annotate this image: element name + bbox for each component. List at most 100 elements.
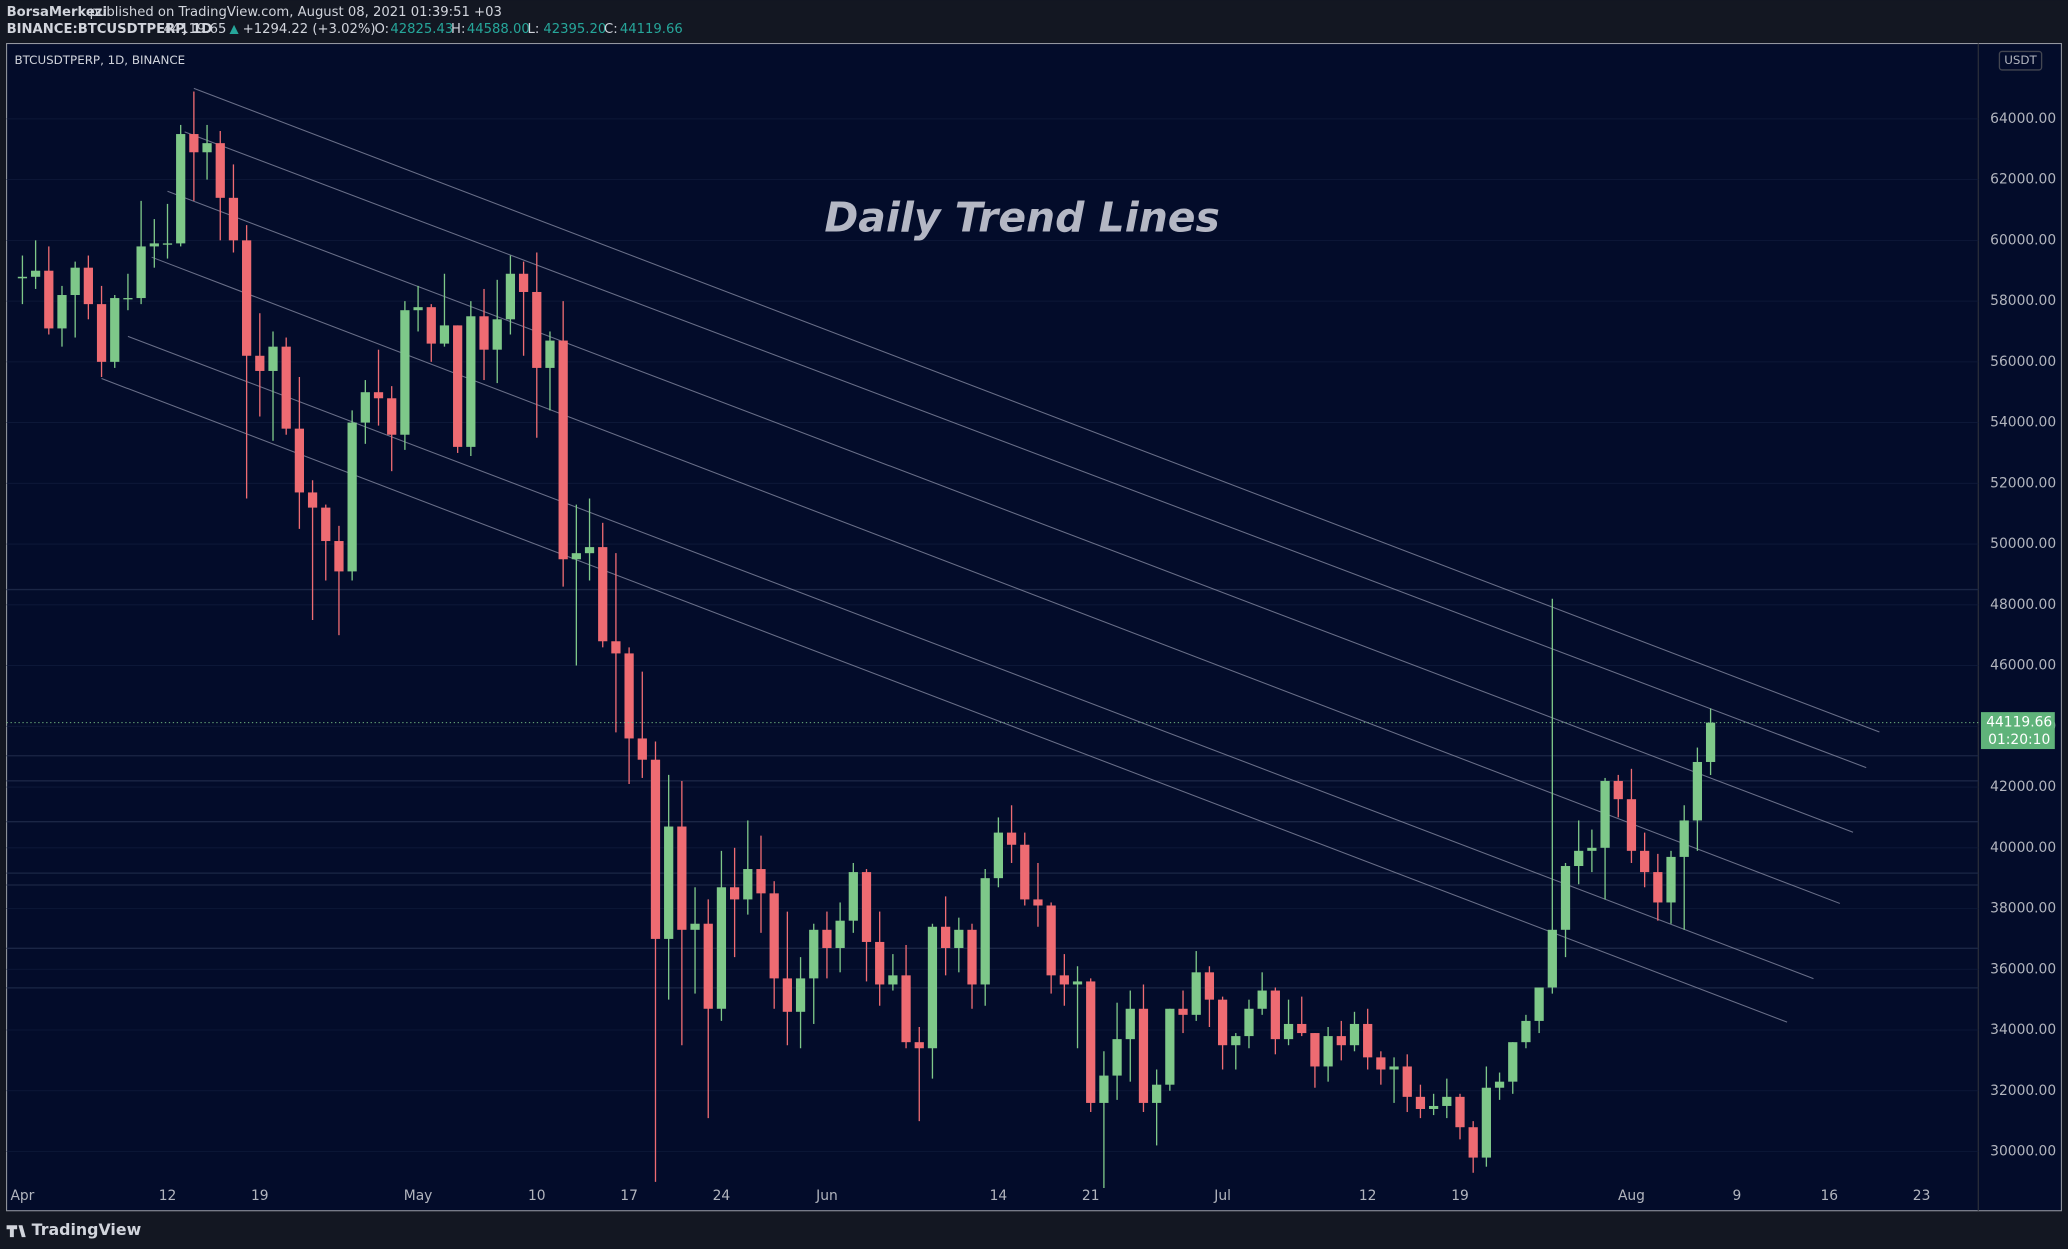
- candle-body: [334, 541, 344, 572]
- currency: USDT: [2004, 53, 2037, 67]
- candle-body: [110, 298, 120, 362]
- ohlc-value: 44588.00: [467, 22, 530, 37]
- candle-body: [677, 826, 687, 930]
- ohlc-value: 44119.66: [620, 22, 683, 37]
- candle-body: [505, 273, 516, 320]
- candle-body: [1257, 990, 1267, 1009]
- candle-body: [1297, 1023, 1307, 1034]
- y-tick-label: 54000.00: [1990, 415, 2056, 431]
- candle-body: [1310, 1033, 1320, 1067]
- x-tick-label: 10: [528, 1188, 546, 1204]
- horizontal-levels: [6, 588, 1979, 989]
- candle-body: [413, 307, 423, 311]
- candle-body: [30, 270, 41, 277]
- x-tick-label: 19: [251, 1188, 269, 1204]
- candle-body: [400, 310, 410, 435]
- candle-body: [1270, 990, 1280, 1040]
- y-tick-label: 58000.00: [1990, 293, 2056, 309]
- candle-body: [1033, 899, 1043, 906]
- brand: TradingView: [6, 1220, 142, 1239]
- candle-body: [1244, 1008, 1254, 1037]
- ohlc-label: C:: [604, 22, 618, 37]
- x-tick-label: 23: [1913, 1188, 1931, 1204]
- x-tick-label: 16: [1820, 1188, 1838, 1204]
- published: published on TradingView.com, August 08,…: [90, 5, 502, 20]
- y-tick-label: 50000.00: [1990, 536, 2056, 552]
- y-tick-label: 38000.00: [1990, 901, 2056, 917]
- y-tick-label: 64000.00: [1990, 111, 2056, 127]
- candle-body: [703, 923, 713, 1009]
- symbol: BINANCE:BTCUSDTPERP, 1D: [7, 22, 213, 37]
- ohlc-value: 42825.43: [390, 22, 453, 37]
- candle-body: [756, 869, 766, 894]
- last-price-box: [1980, 712, 2055, 750]
- candle-body: [294, 428, 305, 493]
- y-tick-label: 40000.00: [1990, 840, 2056, 856]
- trend-lines: [101, 87, 1880, 1023]
- candle-body: [941, 926, 951, 949]
- candle-body: [1600, 780, 1610, 848]
- candle-body: [1679, 820, 1689, 857]
- candle-body: [1442, 1096, 1452, 1106]
- candle-body: [492, 319, 502, 350]
- candle-body: [1481, 1087, 1491, 1158]
- candle-body: [1349, 1023, 1360, 1046]
- candle-body: [1547, 929, 1557, 988]
- candle-body: [136, 246, 146, 299]
- last-price-label: 44119.66: [1986, 715, 2052, 731]
- brand-name: TradingView: [32, 1220, 142, 1239]
- candle-body: [1429, 1105, 1439, 1109]
- candle-body: [993, 832, 1004, 879]
- countdown: 01:20:10: [1988, 732, 2050, 748]
- candle-body: [1125, 1008, 1135, 1040]
- candles: [17, 91, 1716, 1188]
- y-tick-label: 60000.00: [1990, 232, 2056, 248]
- candle-body: [1705, 722, 1716, 762]
- currency-badge[interactable]: [1998, 50, 2043, 71]
- candle-body: [782, 978, 792, 1012]
- candle-body: [426, 307, 436, 344]
- candle-body: [479, 316, 489, 350]
- y-tick-label: 62000.00: [1990, 172, 2056, 188]
- chart-legend: BTCUSDTPERP, 1D, BINANCE: [15, 53, 186, 67]
- candle-body: [914, 1042, 924, 1049]
- candle-body: [716, 887, 727, 1009]
- candle-body: [927, 926, 938, 1049]
- candle-body: [1455, 1096, 1465, 1128]
- candle-body: [584, 547, 595, 554]
- candle-body: [228, 197, 239, 241]
- candle-body: [1086, 981, 1096, 1103]
- symbol-line: BINANCE:BTCUSDTPERP, 1D 44119.65 ▲ +1294.2…: [7, 22, 683, 38]
- y-tick-label: 36000.00: [1990, 961, 2056, 977]
- x-tick-label: 14: [990, 1188, 1008, 1204]
- candle-body: [373, 392, 384, 399]
- chart-pane: [6, 43, 2062, 1212]
- candle-body: [624, 653, 634, 739]
- candle-body: [1666, 856, 1676, 903]
- candle-body: [1165, 1008, 1175, 1085]
- candle-body: [611, 641, 621, 654]
- candle-body: [162, 243, 173, 245]
- candle-body: [242, 240, 252, 356]
- candle-body: [1534, 987, 1544, 1021]
- candle-body: [1152, 1084, 1162, 1103]
- candle-body: [558, 340, 568, 560]
- candle-body: [967, 929, 977, 985]
- last-price: 44119.65: [164, 22, 227, 37]
- x-tick-label: Aug: [1618, 1188, 1645, 1204]
- candle-body: [123, 298, 133, 300]
- y-tick-label: 56000.00: [1990, 354, 2056, 370]
- candle-body: [1204, 972, 1215, 1000]
- x-tick-label: 12: [159, 1188, 177, 1204]
- candle-body: [650, 759, 661, 939]
- change-arrow: ▲: [229, 22, 239, 36]
- author: BorsaMerkezi: [7, 5, 107, 20]
- candle-body: [822, 929, 832, 949]
- x-tick-label: 9: [1733, 1188, 1742, 1204]
- y-tick-label: 46000.00: [1990, 658, 2056, 674]
- x-tick-label: 12: [1359, 1188, 1377, 1204]
- candle-body: [1560, 866, 1571, 930]
- candle-body: [1006, 832, 1017, 845]
- candle-body: [637, 738, 647, 760]
- candle-body: [268, 346, 278, 371]
